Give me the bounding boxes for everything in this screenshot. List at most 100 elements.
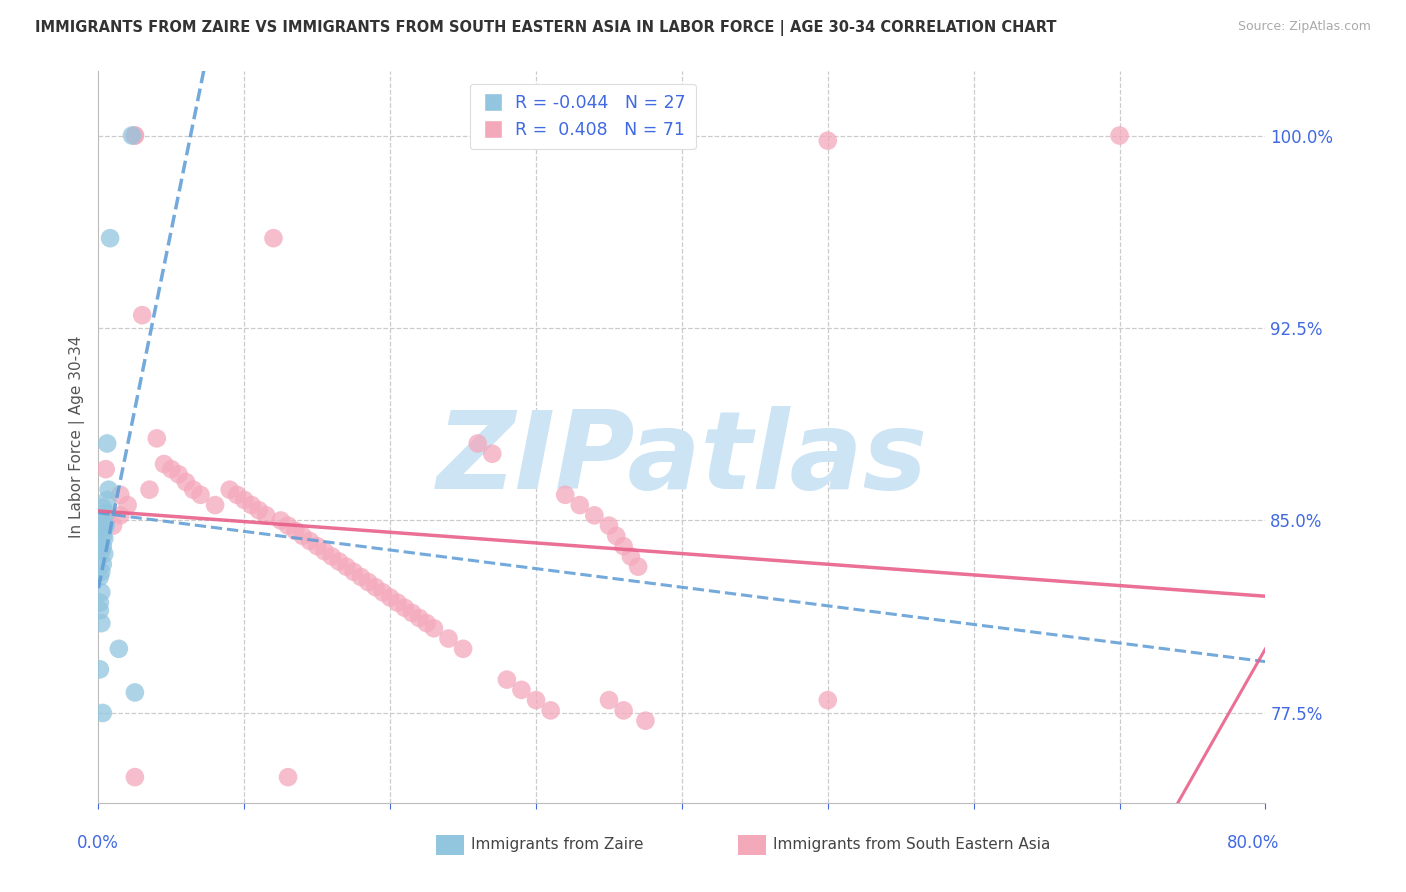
Point — [121, 128, 143, 143]
Point — [218, 483, 240, 497]
Point — [277, 518, 299, 533]
Point — [98, 231, 121, 245]
Point — [598, 693, 620, 707]
Point — [350, 570, 373, 584]
Point — [101, 518, 124, 533]
Y-axis label: In Labor Force | Age 30-34: In Labor Force | Age 30-34 — [69, 335, 84, 539]
Point — [496, 673, 519, 687]
Point — [335, 559, 357, 574]
Point — [190, 488, 212, 502]
Text: 0.0%: 0.0% — [77, 834, 120, 852]
Point — [364, 580, 387, 594]
Point — [108, 641, 131, 656]
Point — [328, 555, 350, 569]
Point — [226, 488, 249, 502]
Point — [380, 591, 402, 605]
Point — [817, 693, 839, 707]
Point — [96, 492, 118, 507]
Point — [90, 616, 112, 631]
Point — [583, 508, 606, 523]
Point — [94, 462, 117, 476]
Point — [181, 483, 204, 497]
Legend: R = -0.044   N = 27, R =  0.408   N = 71: R = -0.044 N = 27, R = 0.408 N = 71 — [470, 84, 696, 149]
Point — [451, 641, 474, 656]
Point — [124, 685, 146, 699]
Point — [277, 770, 299, 784]
Point — [89, 596, 111, 610]
Point — [307, 539, 329, 553]
Point — [357, 575, 380, 590]
Point — [146, 431, 169, 445]
Point — [270, 514, 292, 528]
Point — [94, 514, 117, 528]
Point — [247, 503, 270, 517]
Point — [524, 693, 547, 707]
Point — [94, 506, 117, 520]
Point — [93, 547, 115, 561]
Point — [93, 532, 115, 546]
Point — [90, 544, 112, 558]
Point — [510, 682, 533, 697]
Point — [387, 596, 409, 610]
Text: IMMIGRANTS FROM ZAIRE VS IMMIGRANTS FROM SOUTH EASTERN ASIA IN LABOR FORCE | AGE: IMMIGRANTS FROM ZAIRE VS IMMIGRANTS FROM… — [35, 20, 1057, 36]
Point — [93, 847, 115, 862]
Point — [138, 483, 160, 497]
Point — [97, 483, 120, 497]
Point — [110, 488, 132, 502]
Point — [91, 529, 114, 543]
Point — [93, 521, 115, 535]
Point — [620, 549, 643, 564]
Point — [174, 475, 197, 489]
Point — [110, 508, 132, 523]
Point — [314, 544, 336, 558]
Point — [91, 706, 114, 720]
Bar — [738, 835, 766, 855]
Point — [467, 436, 489, 450]
Text: ZIPatlas: ZIPatlas — [436, 406, 928, 512]
Point — [91, 539, 114, 553]
Point — [343, 565, 366, 579]
Point — [89, 603, 111, 617]
Point — [90, 565, 112, 579]
Point — [371, 585, 394, 599]
Point — [634, 714, 657, 728]
Point — [254, 508, 277, 523]
Point — [627, 559, 650, 574]
Text: Source: ZipAtlas.com: Source: ZipAtlas.com — [1237, 20, 1371, 33]
Point — [554, 488, 576, 502]
Point — [90, 585, 112, 599]
Point — [124, 128, 146, 143]
Point — [605, 529, 627, 543]
Point — [540, 703, 562, 717]
Point — [423, 621, 446, 635]
Point — [131, 308, 153, 322]
Point — [408, 611, 430, 625]
Point — [262, 231, 284, 245]
Text: 80.0%: 80.0% — [1227, 834, 1279, 852]
Point — [394, 600, 416, 615]
Point — [90, 514, 112, 528]
Point — [817, 134, 839, 148]
Point — [401, 606, 423, 620]
Point — [321, 549, 343, 564]
Point — [160, 462, 183, 476]
Point — [89, 662, 111, 676]
Text: Immigrants from Zaire: Immigrants from Zaire — [471, 838, 644, 852]
Point — [291, 529, 314, 543]
Point — [437, 632, 460, 646]
Point — [240, 498, 263, 512]
Point — [124, 128, 146, 143]
Bar — [436, 835, 464, 855]
Point — [94, 518, 117, 533]
Point — [233, 492, 256, 507]
Point — [284, 524, 307, 538]
Point — [598, 518, 620, 533]
Point — [89, 570, 111, 584]
Point — [91, 500, 114, 515]
Point — [568, 498, 591, 512]
Point — [298, 534, 321, 549]
Point — [91, 557, 114, 571]
Point — [204, 498, 226, 512]
Point — [612, 703, 634, 717]
Point — [612, 539, 634, 553]
